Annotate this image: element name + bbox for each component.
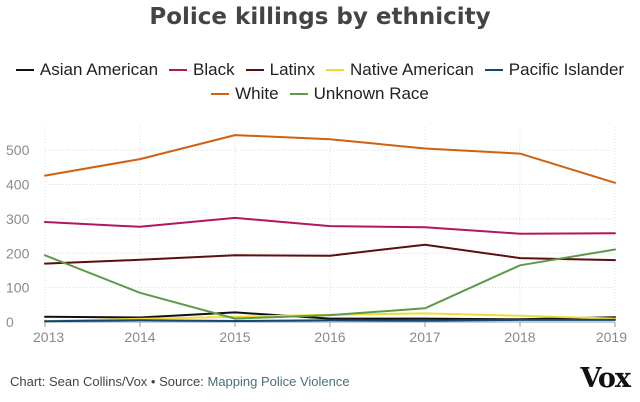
- legend-item-latinx: Latinx: [245, 58, 315, 82]
- y-tick-label-500: 500: [6, 142, 30, 158]
- x-tick-label-2013: 2013: [33, 329, 64, 345]
- x-tick-label-2015: 2015: [219, 329, 250, 345]
- legend-label-pacific-islander: Pacific Islander: [508, 60, 625, 79]
- source-link[interactable]: Mapping Police Violence: [207, 374, 350, 389]
- legend-label-white: White: [235, 84, 279, 103]
- x-tick-label-2019: 2019: [596, 329, 627, 345]
- legend-item-pacific-islander: Pacific Islander: [484, 58, 625, 82]
- chart-title: Police killings by ethnicity: [149, 4, 491, 30]
- legend-swatch-native-american: [326, 69, 344, 71]
- series-line-pacific-islander: [44, 318, 616, 323]
- legend-item-native-american: Native American: [326, 58, 474, 82]
- legend-item-black: Black: [169, 58, 235, 82]
- legend: Asian American Black Latinx Native Ameri…: [0, 58, 640, 106]
- legend-label-asian-american: Asian American: [39, 60, 159, 79]
- legend-label-latinx: Latinx: [269, 60, 315, 79]
- legend-swatch-latinx: [245, 69, 264, 71]
- chart-footer: Chart: Sean Collins/Vox • Source: Mappin…: [10, 374, 350, 389]
- legend-swatch-black: [169, 69, 188, 71]
- legend-label-black: Black: [193, 60, 235, 79]
- legend-item-asian-american: Asian American: [15, 58, 159, 82]
- x-tick-label-2016: 2016: [314, 329, 345, 345]
- legend-row-1: Asian American Black Latinx Native Ameri…: [0, 58, 640, 82]
- x-tick-label-2014: 2014: [124, 329, 155, 345]
- y-tick-label-300: 300: [6, 211, 30, 227]
- legend-label-unknown-race: Unknown Race: [313, 84, 429, 103]
- legend-label-native-american: Native American: [350, 60, 474, 79]
- vox-logo: Vox: [580, 363, 631, 394]
- legend-item-white: White: [211, 82, 279, 106]
- y-tick-label-400: 400: [6, 177, 30, 193]
- credit-text: Chart: Sean Collins/Vox • Source:: [10, 374, 208, 389]
- legend-item-unknown-race: Unknown Race: [289, 82, 429, 106]
- legend-swatch-unknown-race: [289, 93, 308, 95]
- legend-swatch-white: [211, 93, 230, 95]
- y-tick-label-200: 200: [6, 245, 30, 261]
- y-tick-label-0: 0: [6, 314, 14, 330]
- legend-swatch-asian-american: [15, 69, 34, 71]
- x-tick-label-2017: 2017: [409, 329, 440, 345]
- legend-row-2: White Unknown Race: [0, 82, 640, 106]
- y-tick-label-100: 100: [6, 280, 30, 296]
- legend-swatch-pacific-islander: [484, 69, 503, 71]
- x-tick-label-2018: 2018: [504, 329, 535, 345]
